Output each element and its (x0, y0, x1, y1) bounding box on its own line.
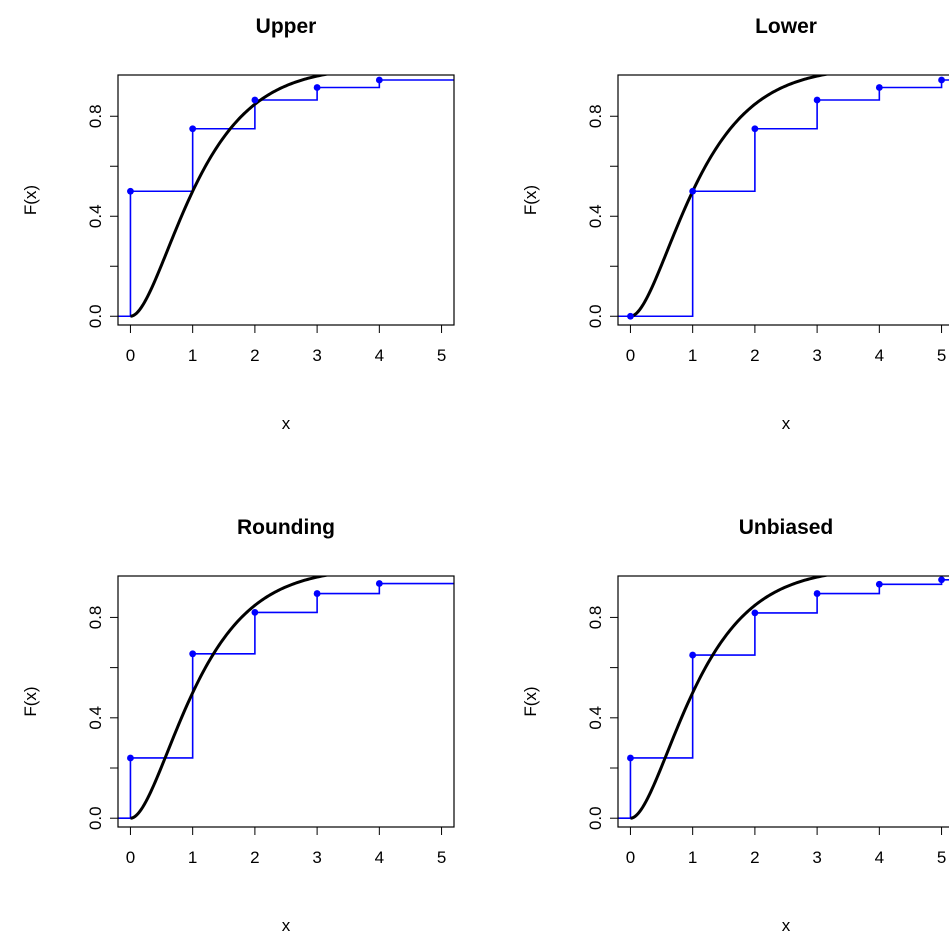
x-axis-label: x (782, 414, 791, 433)
x-tick-label: 0 (626, 848, 635, 867)
x-tick-label: 2 (250, 346, 259, 365)
empirical-point (127, 187, 134, 195)
empirical-point (875, 84, 883, 91)
chart-panel-upper: Upper 0 1 2 3 4 5 0.0 0.4 0.8 x F(x) (21, 15, 455, 433)
x-tick-label: 5 (437, 848, 446, 867)
plot-frame (117, 575, 455, 828)
empirical-point (375, 580, 383, 587)
y-tick-label: 0.4 (86, 706, 105, 730)
empirical-point (251, 96, 259, 104)
empirical-point (689, 187, 697, 195)
empirical-point (751, 609, 759, 617)
x-tick-label: 4 (375, 848, 384, 867)
x-tick-label: 2 (750, 848, 759, 867)
x-tick-label: 4 (375, 346, 384, 365)
theoretical-cdf-line (630, 75, 831, 318)
empirical-point (189, 125, 197, 133)
x-tick-label: 2 (750, 346, 759, 365)
chart-panel-unbiased: Unbiased 0 1 2 3 4 5 0.0 0.4 0.8 x F(x) (521, 516, 949, 935)
chart-panel-lower: Lower 0 1 2 3 4 5 0.0 0.4 0.8 x F(x) (521, 15, 949, 433)
theoretical-cdf-line (130, 75, 331, 318)
y-tick-label: 0.8 (86, 104, 105, 128)
y-tick-label: 0.0 (586, 304, 605, 328)
empirical-point (251, 608, 259, 616)
x-tick-label: 1 (188, 848, 197, 867)
empirical-step-line (618, 79, 949, 318)
plot-frame (617, 575, 949, 828)
empirical-point (375, 76, 383, 84)
x-tick-label: 4 (875, 346, 884, 365)
x-tick-label: 3 (812, 848, 821, 867)
empirical-step-line (618, 578, 949, 820)
y-tick-label: 0.8 (586, 606, 605, 630)
empirical-point (875, 580, 883, 588)
x-tick-label: 1 (688, 848, 697, 867)
y-axis-label: F(x) (21, 185, 40, 215)
plot-frame (117, 74, 455, 326)
empirical-point (313, 590, 321, 597)
theoretical-cdf-line (130, 576, 331, 820)
y-tick-label: 0.8 (586, 104, 605, 128)
y-axis-label: F(x) (21, 686, 40, 716)
y-tick-label: 0.0 (586, 806, 605, 830)
x-axis-label: x (782, 916, 791, 935)
chart-panel-rounding: Rounding 0 1 2 3 4 5 0.0 0.4 0.8 x F(x) (21, 516, 455, 935)
x-tick-label: 1 (188, 346, 197, 365)
y-axis-label: F(x) (521, 185, 540, 215)
empirical-point (813, 96, 821, 104)
x-tick-label: 5 (937, 848, 946, 867)
y-tick-label: 0.4 (586, 204, 605, 228)
y-tick-label: 0.0 (86, 806, 105, 830)
empirical-point (938, 576, 945, 584)
y-tick-label: 0.4 (86, 204, 105, 228)
x-axis-label: x (282, 414, 291, 433)
y-axis-label: F(x) (521, 686, 540, 716)
empirical-point (189, 650, 197, 658)
plot-area (618, 75, 949, 320)
chart-title: Rounding (237, 516, 335, 539)
empirical-step-line (118, 582, 454, 820)
chart-title: Lower (755, 15, 817, 38)
plot-area (618, 576, 949, 820)
x-tick-label: 4 (875, 848, 884, 867)
empirical-point (313, 84, 321, 91)
empirical-point (813, 590, 821, 597)
x-tick-label: 1 (688, 346, 697, 365)
plot-area (118, 75, 454, 318)
empirical-point (938, 76, 945, 84)
y-tick-label: 0.0 (86, 304, 105, 328)
x-axis-label: x (282, 916, 291, 935)
theoretical-cdf-line (630, 576, 831, 820)
empirical-point (751, 125, 759, 133)
chart-title: Unbiased (739, 516, 834, 539)
chart-title: Upper (256, 15, 317, 38)
empirical-point (627, 312, 634, 320)
plot-area (118, 576, 454, 820)
x-tick-label: 3 (312, 346, 321, 365)
x-tick-label: 0 (626, 346, 635, 365)
y-tick-label: 0.4 (586, 706, 605, 730)
x-tick-label: 2 (250, 848, 259, 867)
y-tick-label: 0.8 (86, 606, 105, 630)
x-tick-label: 5 (937, 346, 946, 365)
empirical-step-line (118, 79, 454, 318)
empirical-point (689, 651, 697, 659)
x-tick-label: 5 (437, 346, 446, 365)
x-tick-label: 0 (126, 346, 135, 365)
x-tick-label: 3 (812, 346, 821, 365)
empirical-point (127, 754, 134, 762)
x-tick-label: 0 (126, 848, 135, 867)
plot-frame (617, 74, 949, 326)
x-tick-label: 3 (312, 848, 321, 867)
empirical-point (627, 754, 634, 762)
